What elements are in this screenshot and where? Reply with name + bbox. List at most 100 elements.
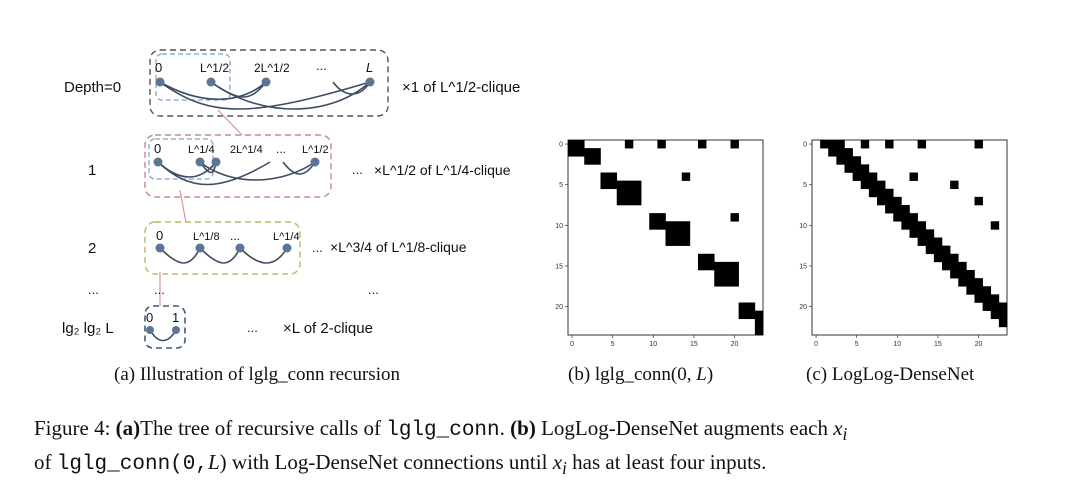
matrix-b-cell: [665, 221, 674, 230]
matrix-c-cell: [877, 180, 886, 190]
node-label: 0: [154, 141, 161, 156]
matrix-c-cell: [990, 294, 1000, 303]
matrix-c-cell: [885, 188, 894, 198]
node: [235, 243, 245, 253]
node-label: L^1/4: [188, 144, 215, 156]
matrix-c-cell: [836, 140, 845, 149]
matrix-c-x-tick-label: 0: [814, 341, 818, 348]
matrix-b-cell: [576, 148, 585, 157]
node-label: ...: [316, 58, 327, 73]
matrix-b-cell: [673, 237, 683, 246]
matrix-b-cell: [633, 180, 642, 190]
matrix-b-cell: [576, 140, 585, 149]
matrix-c-cell: [958, 261, 967, 271]
matrix-b-cell: [738, 302, 748, 311]
matrix-b-cell: [681, 221, 691, 230]
matrix-b-cell: [706, 253, 715, 263]
matrix-c-cell: [958, 270, 967, 279]
matrix-c-cell: [868, 180, 878, 190]
depth-label-2: 2: [88, 240, 96, 257]
matrix-c-cell: [990, 310, 1000, 320]
clique-box-outer: [144, 221, 301, 275]
matrix-c-cell: [974, 196, 983, 206]
matrix-b-cell: [738, 310, 748, 320]
matrix-c-cell: [990, 221, 1000, 230]
caption-a-text: The tree of recursive calls of: [140, 416, 381, 440]
matrix-b-cell: [584, 156, 593, 165]
caption-L: L: [207, 450, 220, 475]
matrix-b-cell: [714, 261, 723, 271]
matrix-b-cell: [608, 180, 618, 190]
node: [365, 77, 375, 87]
matrix-c-cell: [909, 221, 918, 230]
caption-a-tag: (a): [115, 416, 141, 440]
matrix-b-cell: [730, 270, 739, 279]
node-label: 0: [156, 228, 163, 243]
matrix-c-cell: [893, 196, 902, 206]
matrix-c-cell: [966, 286, 975, 295]
matrix-c-cell: [901, 205, 910, 214]
matrix-b-cell: [624, 140, 634, 149]
node-label: 1: [172, 310, 179, 325]
matrix-b-cell: [568, 140, 577, 149]
matrix-c-cell: [893, 205, 902, 214]
matrix-c-cell: [844, 148, 853, 157]
node: [146, 326, 154, 334]
row-1: 0 L^1/4 2L^1/4 ... L^1/2 ... ×L^1/2 of L…: [144, 134, 511, 198]
matrix-c-cell: [877, 188, 886, 198]
caption-xi-2-sub: i: [562, 458, 567, 479]
matrix-b-cell: [657, 221, 666, 230]
matrix-b-cell: [730, 140, 739, 149]
matrix-c-cell: [820, 140, 829, 149]
figure-caption: Figure 4: (a)The tree of recursive calls…: [34, 414, 1064, 482]
matrix-b-cell: [584, 148, 593, 157]
matrix-b-cell: [698, 140, 707, 149]
matrix-b-cell: [600, 180, 609, 190]
matrix-c-cell: [950, 180, 959, 190]
matrix-c-cell: [893, 213, 902, 222]
matrix-b-cell: [681, 237, 691, 246]
matrix-c-cell: [942, 253, 951, 263]
matrix-b-cell: [730, 213, 739, 222]
matrix-c-cell: [852, 156, 862, 165]
matrix-c-cell: [982, 294, 992, 303]
matrix-c-cell: [998, 310, 1008, 320]
matrix-b-cell: [657, 140, 666, 149]
row-last: 0 1 ... ×L of 2-clique: [144, 305, 373, 349]
matrix-c-cell: [901, 221, 910, 230]
matrix-c-cell: [844, 164, 853, 173]
matrix-c-cell: [925, 245, 935, 255]
caption-period: .: [499, 416, 505, 440]
matrix-c-cell: [998, 318, 1008, 328]
node-label: 0: [146, 310, 153, 325]
matrix-c-y-tick-label: 15: [799, 263, 807, 270]
matrix-b-cell: [657, 213, 666, 222]
row-leading-dots: ...: [247, 320, 258, 335]
matrix-c-cell: [942, 245, 951, 255]
matrix-c-cell: [836, 156, 845, 165]
matrix-c-cell: [852, 164, 862, 173]
matrix-b-cell: [754, 326, 764, 336]
row-dots: ...: [154, 282, 165, 297]
row-annotation: ×L^3/4 of L^1/8-clique: [330, 239, 467, 255]
matrix-c-cell: [933, 245, 943, 255]
caption-label: Figure 4:: [34, 416, 111, 440]
matrix-b-cell: [754, 318, 764, 328]
clique-box-outer: [144, 134, 332, 198]
matrix-c-cell: [860, 172, 870, 181]
matrix-b-cell: [722, 270, 731, 279]
matrix-b-y-tick-label: 20: [555, 304, 563, 311]
matrix-c-x-tick-label: 20: [975, 341, 983, 348]
matrix-b-cell: [681, 229, 691, 238]
matrix-c-cell: [925, 237, 935, 246]
matrix-b-x-tick-label: 20: [731, 341, 739, 348]
matrix-b-cell: [616, 196, 626, 206]
matrix-c-cell: [966, 278, 975, 287]
matrix-c-cell: [998, 302, 1008, 311]
depth-label-last: lg₂ lg₂ L: [62, 320, 114, 337]
caption-b-text: LogLog-DenseNet augments each: [541, 416, 828, 440]
loglog-densenet-matrix: 0 5 10 15 20 0 5 10 15 20: [799, 139, 1008, 348]
node: [153, 157, 163, 167]
node-label: 0: [155, 60, 162, 75]
matrix-c-cell: [950, 270, 959, 279]
